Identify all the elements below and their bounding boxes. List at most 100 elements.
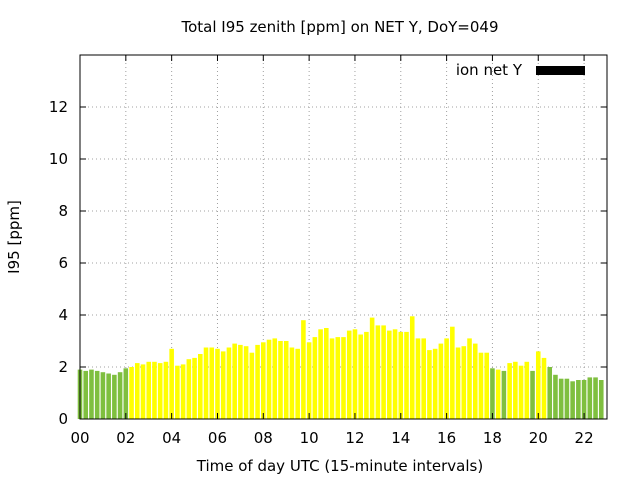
bar (369, 317, 375, 419)
y-tick-label: 8 (58, 202, 68, 220)
y-tick-label: 12 (49, 98, 68, 116)
bar (472, 343, 478, 419)
bar (524, 361, 530, 419)
bar (186, 359, 192, 419)
bar (283, 341, 289, 419)
bar (576, 380, 581, 419)
bar (507, 363, 512, 419)
x-tick-label: 06 (208, 429, 227, 447)
bar (541, 357, 547, 419)
bar (226, 347, 232, 419)
bar (461, 346, 467, 419)
bar (564, 378, 570, 419)
x-axis-label: Time of day UTC (15-minute intervals) (196, 457, 483, 475)
bar (134, 363, 140, 419)
bar (553, 374, 558, 419)
x-tick-label: 08 (254, 429, 273, 447)
grid (80, 55, 607, 419)
bar (180, 364, 186, 419)
bar (490, 368, 495, 419)
bar (346, 330, 352, 419)
bar (409, 316, 415, 419)
x-tick-label: 16 (437, 429, 456, 447)
bar (513, 361, 518, 419)
bar (484, 352, 489, 419)
y-tick-label: 4 (58, 306, 68, 324)
bar (455, 347, 461, 419)
bar (238, 344, 243, 419)
bar (192, 357, 197, 419)
bar (547, 367, 553, 419)
bar (83, 370, 89, 419)
bar (535, 351, 541, 419)
bar (570, 381, 575, 419)
y-axis-label: I95 [ppm] (5, 200, 23, 274)
bar (140, 364, 146, 419)
bar (255, 344, 260, 419)
y-tick-label: 2 (58, 358, 68, 376)
bar (129, 367, 134, 419)
x-tick-label: 12 (345, 429, 364, 447)
x-tick-label: 20 (529, 429, 548, 447)
bar (89, 369, 94, 419)
legend-label: ion net Y (456, 61, 523, 79)
y-tick-label: 0 (58, 410, 68, 428)
bar (100, 372, 106, 419)
bar (163, 361, 169, 419)
bar (106, 373, 111, 419)
x-tick-label: 22 (575, 429, 594, 447)
bar (438, 343, 444, 419)
bar (444, 338, 449, 419)
bar (478, 352, 484, 419)
bar (94, 370, 100, 419)
bar (404, 331, 409, 419)
bar (450, 326, 455, 419)
bar (335, 337, 341, 419)
bar (266, 339, 272, 419)
bar (398, 331, 404, 419)
y-tick-label: 10 (49, 150, 68, 168)
x-tick-label: 04 (162, 429, 181, 447)
x-tick-label: 14 (391, 429, 410, 447)
bar (198, 354, 203, 419)
bar (220, 351, 226, 419)
bar (152, 361, 157, 419)
bar (558, 378, 564, 419)
bar (278, 341, 283, 419)
bar (341, 337, 346, 419)
bar (427, 350, 432, 419)
y-tick-label: 6 (58, 254, 68, 272)
bar (295, 348, 300, 419)
bar (421, 338, 426, 419)
bar (518, 365, 524, 419)
bar (232, 343, 237, 419)
bar (381, 325, 386, 419)
bar (467, 338, 472, 419)
bar (501, 370, 507, 419)
bar (272, 338, 278, 419)
bar (495, 369, 501, 419)
bar (581, 380, 587, 419)
bar (358, 334, 363, 419)
bar (587, 377, 593, 419)
x-tick-label: 18 (483, 429, 502, 447)
x-tick-label: 10 (300, 429, 319, 447)
legend-swatch (536, 66, 585, 75)
x-tick-label: 00 (70, 429, 89, 447)
bar (243, 346, 249, 419)
bar (415, 338, 421, 419)
bar (352, 329, 358, 419)
bar (117, 372, 123, 419)
bar (306, 342, 312, 419)
bar (598, 380, 604, 419)
x-tick-label: 02 (116, 429, 135, 447)
bar (215, 348, 220, 419)
bar (375, 325, 381, 419)
bar (329, 338, 335, 419)
bar (324, 328, 329, 419)
bar (392, 329, 398, 419)
bar (530, 370, 535, 419)
bar (593, 377, 598, 419)
